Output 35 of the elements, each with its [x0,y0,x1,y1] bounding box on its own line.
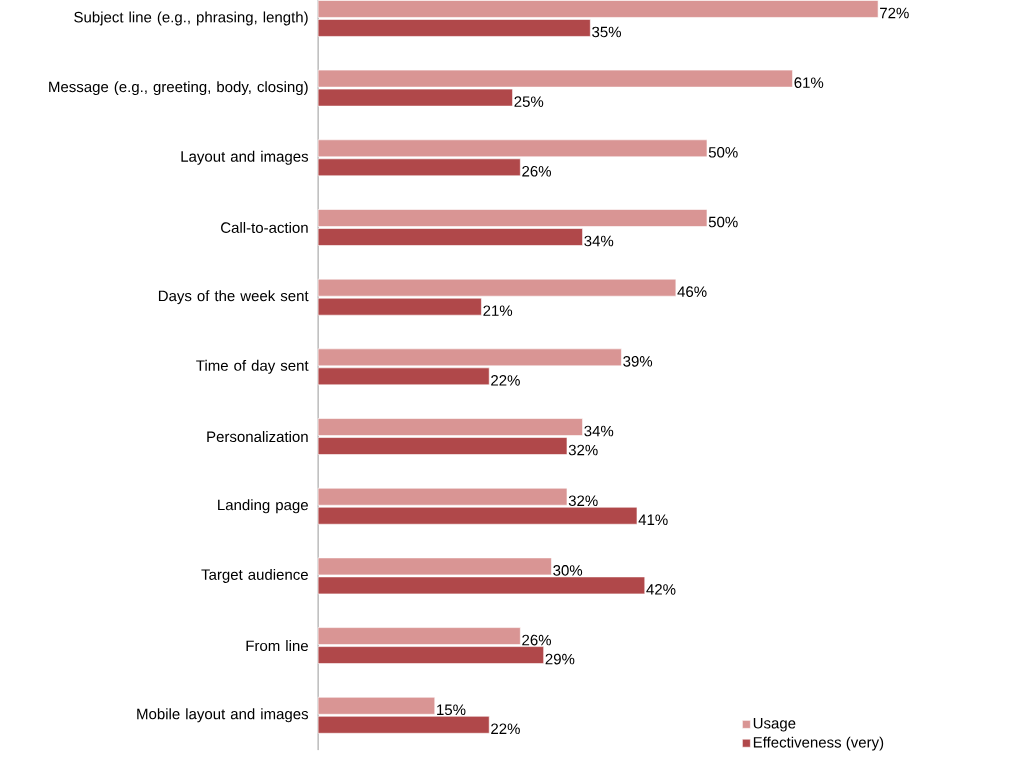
data-label: 35% [592,26,622,38]
data-label: 29% [545,653,575,665]
data-label: 72% [880,7,909,19]
data-label: 15% [437,704,466,716]
y-tick-label: Message (e.g., greeting, body, closing) [49,81,308,96]
data-label: 46% [677,286,707,297]
data-label: 32% [568,495,598,507]
data-label: 22% [491,375,520,386]
data-label: 25% [514,96,544,107]
data-label: 21% [483,305,513,316]
data-label: 26% [522,165,552,177]
y-tick-label: Days of the week sent [158,290,309,305]
data-label: 32% [568,444,598,456]
y-tick-label: Target audience [201,568,308,583]
y-tick-label: Personalization [207,431,308,443]
y-tick-label: Layout and images [181,150,309,165]
data-label: 30% [553,565,583,576]
y-tick-label: Subject line (e.g., phrasing, length) [74,11,308,26]
data-label: 50% [708,216,738,228]
y-tick-label: Landing page [218,499,308,514]
data-label: 34% [584,235,614,247]
y-tick-label: Call-to-action [221,221,308,233]
legend-label: Usage [753,718,796,732]
data-label: 22% [491,723,520,735]
y-tick-label: Mobile layout and images [137,708,309,723]
data-label: 34% [584,425,614,437]
data-label: 26% [522,634,552,646]
data-label: 50% [708,146,738,158]
y-tick-label: Time of day sent [196,359,309,374]
data-label: 41% [638,514,668,525]
legend-label: Effectiveness (very) [753,736,884,751]
y-tick-label: From line [246,640,308,652]
data-label: 61% [794,77,824,88]
data-label: 42% [646,584,676,595]
data-label: 39% [623,356,653,367]
